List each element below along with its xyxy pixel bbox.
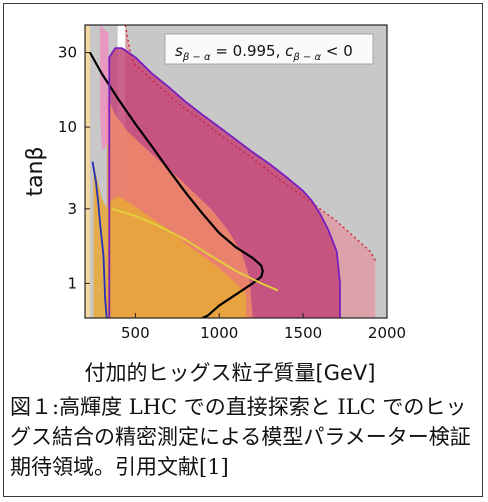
y-tick-label: 1 xyxy=(67,274,77,292)
x-tick-label: 1500 xyxy=(284,324,322,342)
annotation-box: sβ − α = 0.995, cβ − α < 0 xyxy=(164,33,374,65)
x-tick-label: 2000 xyxy=(368,324,406,342)
left-band-region xyxy=(85,25,91,318)
annotation-background xyxy=(164,33,374,65)
y-tick-label: 3 xyxy=(67,200,77,218)
orange-region xyxy=(93,161,247,318)
pink-lobe-region xyxy=(100,25,109,152)
figure-caption: 図１:高輝度 LHC での直接探索と ILC でのヒッグス結合の精密測定による模… xyxy=(10,395,471,479)
yellow-curve xyxy=(111,207,279,292)
blue-curve xyxy=(91,161,108,318)
tanbeta-mass-plot: 500 1000 1500 2000 1 3 10 30 sβ − α = 0.995, cβ… xyxy=(23,24,406,385)
x-tick-label: 500 xyxy=(121,324,150,342)
pink-region-boundary xyxy=(124,25,376,261)
annotation-text: sβ − α = 0.995, cβ − α < 0 xyxy=(175,42,353,63)
curves-layer xyxy=(89,47,341,318)
purple-curve xyxy=(108,47,341,318)
axes-box xyxy=(84,24,388,319)
y-tick-label: 30 xyxy=(58,44,77,62)
y-axis-label: tanβ xyxy=(23,146,48,196)
black-curve xyxy=(89,51,264,318)
regions-layer xyxy=(85,25,387,318)
y-tick-label: 10 xyxy=(58,118,77,136)
x-tick-label: 1000 xyxy=(200,324,238,342)
ticks-layer: 500 1000 1500 2000 1 3 10 30 xyxy=(58,44,406,342)
x-axis-label: 付加的ヒッグス粒子質量[GeV] xyxy=(85,361,376,385)
